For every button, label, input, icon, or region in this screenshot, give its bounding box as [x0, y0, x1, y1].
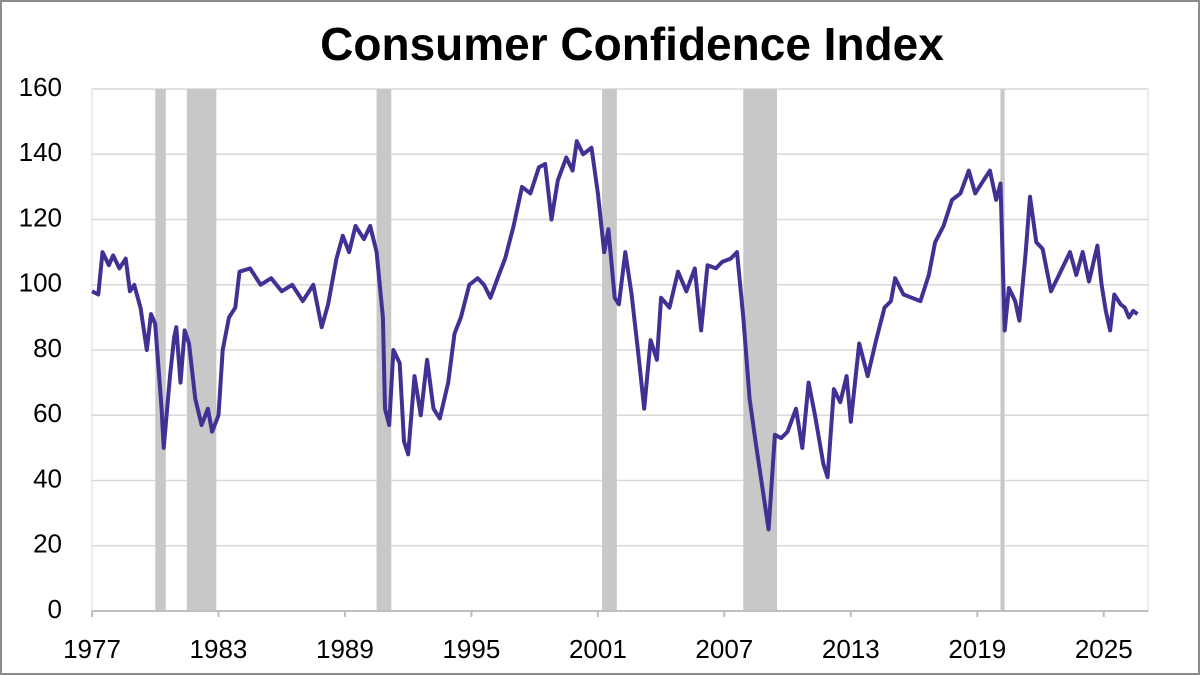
y-tick-label: 120	[19, 202, 62, 232]
recession-band	[1000, 89, 1005, 611]
x-tick-label: 2007	[695, 634, 753, 664]
y-tick-label: 40	[33, 463, 62, 493]
recession-band	[186, 89, 217, 611]
x-tick-label: 1995	[442, 634, 500, 664]
x-tick-label: 1983	[190, 634, 248, 664]
x-tick-label: 2019	[948, 634, 1006, 664]
recession-band	[743, 89, 778, 611]
y-tick-label: 160	[19, 72, 62, 102]
x-tick-label: 2001	[569, 634, 627, 664]
series-line	[91, 139, 1139, 532]
y-tick-label: 80	[33, 333, 62, 363]
x-tick-label: 1989	[316, 634, 374, 664]
x-tick-label: 2013	[822, 634, 880, 664]
x-tick-label: 1977	[63, 634, 121, 664]
y-tick-label: 140	[19, 137, 62, 167]
y-tick-label: 60	[33, 398, 62, 428]
chart-title: Consumer Confidence Index	[320, 18, 944, 70]
x-tick-label: 2025	[1075, 634, 1133, 664]
y-tick-label: 100	[19, 268, 62, 298]
y-tick-label: 0	[48, 594, 62, 624]
y-tick-label: 20	[33, 529, 62, 559]
recession-band	[155, 89, 166, 611]
recession-band	[602, 89, 617, 611]
